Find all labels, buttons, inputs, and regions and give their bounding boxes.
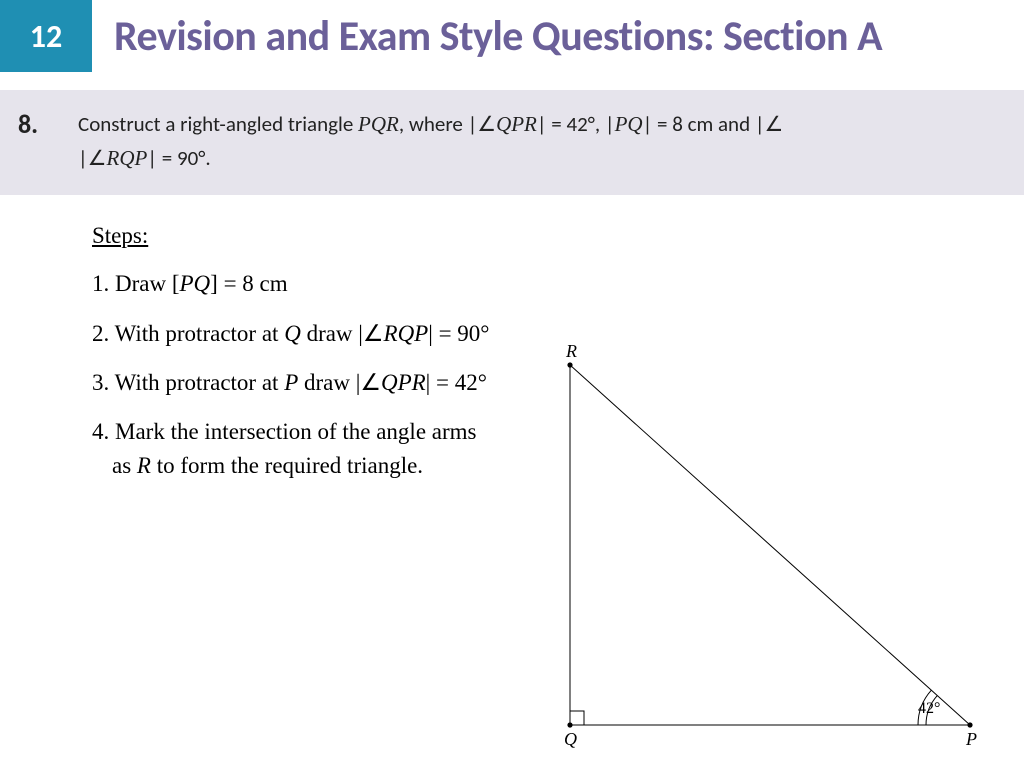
s1-seg: PQ — [180, 271, 211, 296]
s3-mid: draw |∠ — [298, 370, 381, 395]
page-title: Revision and Exam Style Questions: Secti… — [92, 11, 882, 62]
s3-post: | = 42° — [426, 370, 487, 395]
q-mid2: | = 42°, | — [537, 111, 615, 137]
svg-text:P: P — [965, 729, 977, 749]
s4b-v: R — [137, 453, 151, 478]
q-pre: Construct a right-angled triangle — [78, 111, 358, 137]
s2-mid: draw |∠ — [301, 321, 384, 346]
svg-text:R: R — [565, 341, 577, 361]
question-text: Construct a right-angled triangle PQR, w… — [78, 108, 783, 175]
s3-v: P — [284, 370, 298, 395]
q-mid1: , where |∠ — [399, 111, 496, 137]
svg-text:42°: 42° — [918, 700, 940, 717]
step-3: 3. With protractor at P draw |∠QPR| = 42… — [92, 366, 592, 399]
s2-v: Q — [284, 321, 301, 346]
steps-heading: Steps: — [92, 223, 1024, 249]
s4a: 4. Mark the intersection of the angle ar… — [92, 419, 477, 444]
s3-ang: QPR — [381, 370, 426, 395]
s4b-pre: as — [112, 453, 137, 478]
s2-ang: RQP — [384, 321, 429, 346]
q-angle1: QPR — [496, 112, 537, 136]
q-segment: PQ — [615, 112, 643, 136]
body-area: Steps: 1. Draw [PQ] = 8 cm 2. With protr… — [0, 195, 1024, 482]
svg-text:Q: Q — [564, 729, 577, 749]
s1-post: ] = 8 cm — [210, 271, 287, 296]
s2-post: | = 90° — [428, 321, 489, 346]
q-end: | = 90°. — [147, 145, 210, 171]
s4b-post: to form the required triangle. — [151, 453, 423, 478]
chapter-badge: 12 — [0, 0, 92, 72]
q-triangle-name: PQR — [358, 112, 399, 136]
s1-pre: 1. Draw [ — [92, 271, 180, 296]
q-mid3: | = 8 cm and |∠ — [643, 111, 784, 137]
s4b: as R to form the required triangle. — [92, 453, 423, 478]
question-box: 8. Construct a right-angled triangle PQR… — [0, 90, 1024, 195]
triangle-diagram: Q P R 42° — [540, 325, 1000, 765]
step-4: 4. Mark the intersection of the angle ar… — [92, 415, 592, 482]
slide-header: 12 Revision and Exam Style Questions: Se… — [0, 0, 1024, 72]
s2-pre: 2. With protractor at — [92, 321, 284, 346]
step-2: 2. With protractor at Q draw |∠RQP| = 90… — [92, 317, 592, 350]
q-angle2: RQP — [107, 146, 148, 170]
q-mid3b: |∠ — [78, 145, 107, 171]
question-number: 8. — [18, 108, 78, 140]
step-1: 1. Draw [PQ] = 8 cm — [92, 267, 592, 300]
s3-pre: 3. With protractor at — [92, 370, 284, 395]
